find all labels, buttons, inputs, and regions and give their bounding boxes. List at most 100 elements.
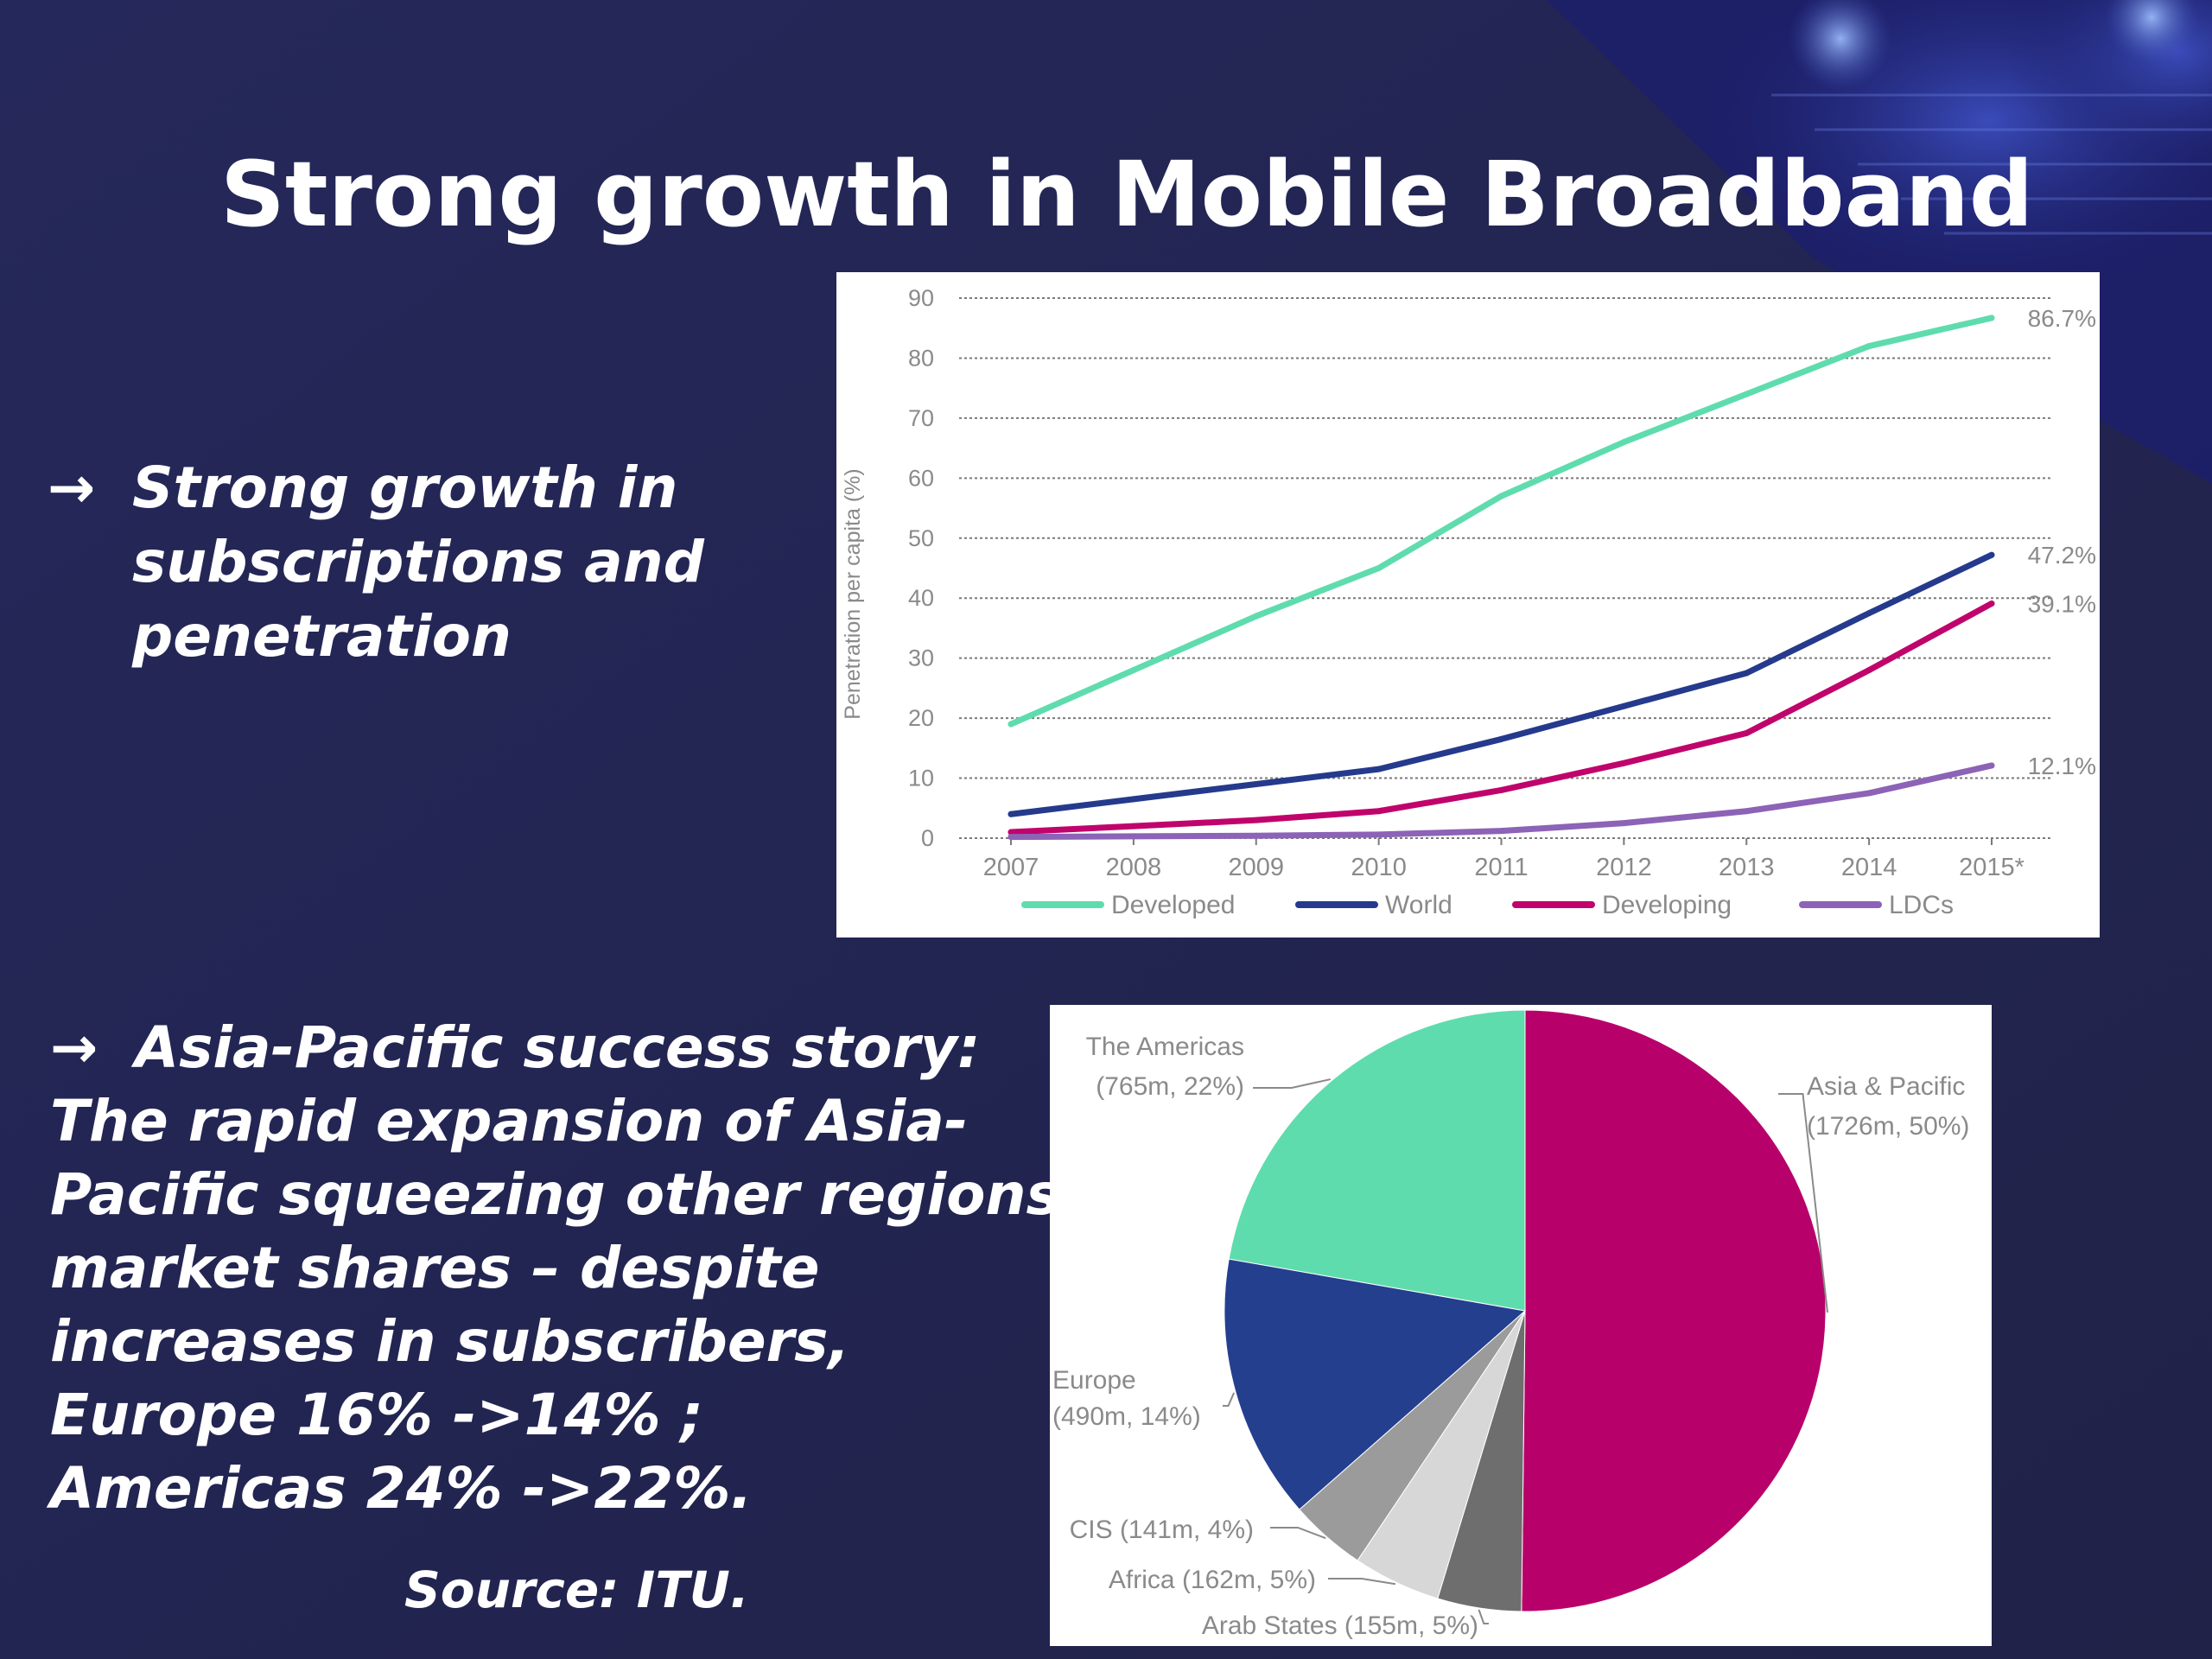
slice-label: (765m, 22%) bbox=[1096, 1072, 1244, 1101]
data-point bbox=[1130, 667, 1137, 674]
bullet-text: Asia-Pacific success story: bbox=[135, 1014, 981, 1081]
leader-line bbox=[1253, 1078, 1332, 1089]
bullet-line: The rapid expansion of Asia- bbox=[50, 1088, 969, 1154]
legend-label: Developed bbox=[1111, 891, 1235, 919]
series-line-developed bbox=[1007, 315, 1995, 728]
data-point bbox=[1130, 823, 1137, 830]
data-point bbox=[1253, 613, 1260, 620]
data-point bbox=[1988, 600, 1995, 607]
y-tick-label: 60 bbox=[908, 465, 934, 491]
end-value-label: 12.1% bbox=[2028, 753, 2096, 779]
data-point bbox=[1743, 729, 1750, 736]
y-tick-label: 20 bbox=[908, 705, 934, 731]
bullet-line: → Asia-Pacific success story: bbox=[50, 1011, 1035, 1084]
line-chart: 0 10 20 30 40 50 60 70 80 90 2007 2008 2009 2010 2011 2… bbox=[841, 285, 2096, 919]
data-point bbox=[1130, 833, 1137, 840]
data-point bbox=[1376, 808, 1382, 815]
y-tick-label: 80 bbox=[908, 345, 934, 371]
data-point bbox=[1253, 832, 1260, 839]
x-tick-label: 2014 bbox=[1841, 854, 1897, 881]
data-point bbox=[1988, 551, 1995, 558]
data-point bbox=[1130, 796, 1137, 803]
bullet-line: subscriptions and bbox=[132, 529, 704, 595]
data-point bbox=[1376, 565, 1382, 571]
bullet-line: Europe 16% ->14% ; bbox=[50, 1382, 703, 1448]
bullet-line: increases in subscribers, bbox=[50, 1308, 850, 1375]
slice-label: The Americas bbox=[1086, 1033, 1244, 1061]
data-point bbox=[1743, 391, 1750, 397]
data-point bbox=[1620, 439, 1627, 446]
data-point bbox=[1620, 760, 1627, 766]
slice-label: (490m, 14%) bbox=[1052, 1402, 1201, 1431]
slice-label: Asia & Pacific bbox=[1807, 1072, 1965, 1101]
legend-label: Developing bbox=[1602, 891, 1732, 919]
pie-chart: Asia & Pacific (1726m, 50%) Arab States (1… bbox=[1052, 1009, 1969, 1640]
bullet-line: penetration bbox=[132, 603, 512, 670]
y-tick-label: 40 bbox=[908, 585, 934, 611]
arrow-right-icon: → bbox=[48, 454, 96, 521]
slice-label: (1726m, 50%) bbox=[1807, 1112, 1969, 1141]
pie-slice-asia-pacific bbox=[1521, 1009, 1827, 1612]
slide-title: Strong growth in Mobile Broadband bbox=[220, 142, 2034, 247]
data-point bbox=[1988, 315, 1995, 321]
source-note: Source: ITU. bbox=[404, 1560, 749, 1619]
data-point bbox=[1866, 790, 1872, 797]
end-value-label: 47.2% bbox=[2028, 542, 2096, 569]
slice-label: CIS (141m, 4%) bbox=[1070, 1516, 1254, 1544]
data-point bbox=[1866, 610, 1872, 617]
data-point bbox=[1498, 828, 1504, 835]
y-tick-label: 70 bbox=[908, 405, 934, 431]
data-point bbox=[1007, 834, 1014, 841]
x-tick-label: 2008 bbox=[1106, 854, 1162, 881]
slice-label: Europe bbox=[1052, 1366, 1136, 1395]
y-tick-label: 10 bbox=[908, 766, 934, 791]
x-tick-label: 2015* bbox=[1959, 854, 2024, 881]
data-point bbox=[1007, 721, 1014, 728]
data-point bbox=[1866, 667, 1872, 674]
leader-line bbox=[1223, 1392, 1236, 1407]
bullet-text: Strong growth in bbox=[132, 454, 678, 521]
end-value-label: 39.1% bbox=[2028, 590, 2096, 617]
arrow-right-icon: → bbox=[50, 1014, 99, 1081]
pie-slice-europe bbox=[1224, 1258, 1527, 1510]
x-tick-label: 2011 bbox=[1474, 854, 1528, 881]
pie-slice-the-americas bbox=[1228, 1009, 1526, 1312]
data-point bbox=[1253, 817, 1260, 823]
x-tick-label: 2010 bbox=[1351, 854, 1407, 881]
pie-chart-panel: Asia & Pacific (1726m, 50%) Arab States (1… bbox=[1050, 1005, 1992, 1646]
legend-label: World bbox=[1385, 891, 1452, 919]
line-chart-panel: 0 10 20 30 40 50 60 70 80 90 2007 2008 2009 2010 2011 2… bbox=[836, 272, 2100, 938]
bullet-growth: → Strong growth in subscriptions and pene… bbox=[48, 451, 808, 674]
data-point bbox=[1498, 493, 1504, 499]
slice-label: Arab States (155m, 5%) bbox=[1202, 1611, 1478, 1640]
leader-line bbox=[1478, 1609, 1489, 1624]
data-point bbox=[1007, 810, 1014, 817]
data-point bbox=[1743, 808, 1750, 815]
leader-line bbox=[1270, 1527, 1326, 1540]
x-tick-label: 2013 bbox=[1719, 854, 1775, 881]
leader-line bbox=[1778, 1093, 1828, 1313]
y-axis-label: Penetration per capita (%) bbox=[841, 468, 865, 719]
x-tick-label: 2012 bbox=[1596, 854, 1652, 881]
data-point bbox=[1988, 762, 1995, 769]
leader-line bbox=[1328, 1578, 1396, 1586]
slice-label: Africa (162m, 5%) bbox=[1109, 1566, 1316, 1594]
data-point bbox=[1866, 343, 1872, 350]
bullet-line: Pacific squeezing other regions’ bbox=[50, 1161, 1082, 1228]
y-tick-label: 90 bbox=[908, 285, 934, 311]
data-point bbox=[1620, 820, 1627, 827]
data-point bbox=[1007, 829, 1014, 836]
data-point bbox=[1620, 702, 1627, 709]
data-point bbox=[1253, 781, 1260, 787]
end-value-label: 86.7% bbox=[2028, 305, 2096, 332]
bullet-asia-pacific: → Asia-Pacific success story: The rapid e… bbox=[50, 1011, 1082, 1525]
bullet-line: market shares – despite bbox=[50, 1235, 820, 1301]
data-point bbox=[1498, 786, 1504, 793]
data-point bbox=[1376, 766, 1382, 772]
x-tick-label: 2009 bbox=[1228, 854, 1284, 881]
y-tick-label: 0 bbox=[921, 825, 934, 851]
bullet-line: Americas 24% ->22%. bbox=[50, 1455, 753, 1522]
legend-label: LDCs bbox=[1889, 891, 1954, 919]
data-point bbox=[1376, 831, 1382, 838]
data-point bbox=[1743, 670, 1750, 677]
